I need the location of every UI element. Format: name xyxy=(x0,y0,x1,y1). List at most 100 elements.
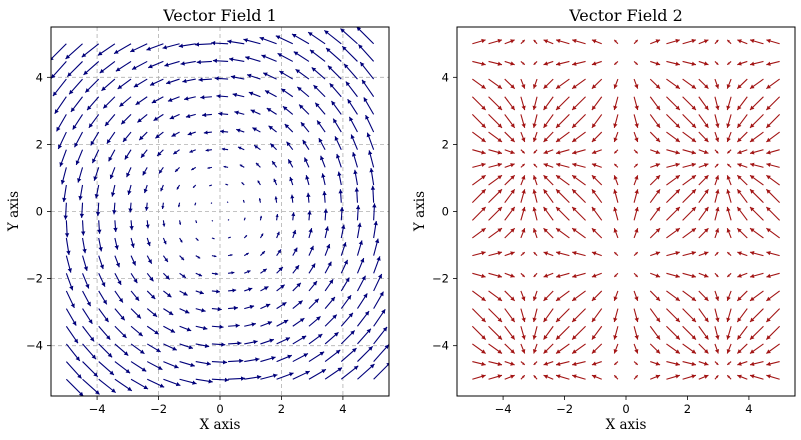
vector-arrow xyxy=(292,247,298,256)
vector-arrow xyxy=(210,202,213,204)
vector-arrow xyxy=(749,96,764,111)
vector-arrow xyxy=(358,44,375,62)
vector-arrow xyxy=(232,92,245,98)
vector-arrow xyxy=(591,78,603,90)
vector-arrow xyxy=(682,162,697,168)
x-ticks: −4 −2 0 2 4 xyxy=(495,396,753,416)
vector-arrow xyxy=(736,325,748,340)
vector-arrow xyxy=(51,61,67,79)
vector-arrow xyxy=(340,242,347,256)
vector-arrow xyxy=(289,176,294,186)
vector-arrow xyxy=(504,96,516,111)
vector-arrow xyxy=(591,96,603,111)
vector-arrow xyxy=(114,273,122,286)
vector-arrow xyxy=(366,132,375,150)
x-axis-label: X axis xyxy=(200,417,241,433)
vector-arrow xyxy=(306,192,311,203)
vector-arrow xyxy=(292,353,309,363)
vector-arrow xyxy=(211,342,226,347)
vector-arrow xyxy=(572,60,586,66)
vector-arrow xyxy=(543,325,554,340)
vector-arrow xyxy=(146,255,153,264)
vector-arrow xyxy=(135,96,148,106)
vector-arrow xyxy=(543,60,554,66)
y-tick-label: 0 xyxy=(36,205,43,219)
vector-arrow xyxy=(146,378,165,388)
vector-arrow xyxy=(726,206,732,221)
vector-arrow xyxy=(736,96,748,111)
vector-arrow xyxy=(246,73,261,80)
vector-arrow xyxy=(633,343,639,354)
vector-arrow xyxy=(243,252,250,257)
vector-arrow xyxy=(682,38,697,45)
vector-arrow xyxy=(682,290,697,302)
vector-arrow xyxy=(211,289,221,294)
vector-arrow xyxy=(275,35,294,45)
vector-arrow xyxy=(698,361,709,366)
vector-arrow xyxy=(613,61,619,66)
vector-arrow xyxy=(649,78,661,90)
vector-arrow xyxy=(520,114,526,128)
vector-arrow xyxy=(555,374,570,380)
vector-arrow xyxy=(726,131,732,143)
vector-arrow xyxy=(324,349,341,363)
vector-arrow xyxy=(749,114,764,129)
vector-arrow xyxy=(91,149,100,164)
vector-arrow xyxy=(488,114,503,129)
vector-arrow xyxy=(543,174,554,186)
vector-arrow xyxy=(65,43,83,60)
vector-arrow xyxy=(291,33,310,45)
vector-arrow xyxy=(162,220,166,227)
vector-arrow xyxy=(340,28,358,45)
vector-arrow xyxy=(131,60,148,70)
vector-arrow xyxy=(130,290,140,302)
vector-arrow xyxy=(698,96,709,111)
vector-arrow xyxy=(276,319,289,327)
vector-arrow xyxy=(264,90,277,98)
vector-arrow xyxy=(520,78,526,89)
vector-arrow xyxy=(726,78,732,89)
panel-vector-field-1: Vector Field 1 −4 −2 0 2 4 −4 −2 0 2 4 X axis Y … xyxy=(6,6,390,433)
vector-arrow xyxy=(698,325,709,340)
vector-arrow xyxy=(195,378,213,384)
vector-arrow xyxy=(714,374,719,380)
vector-arrow xyxy=(666,251,680,257)
vector-arrow xyxy=(203,130,212,135)
vector-arrow xyxy=(78,184,84,201)
vector-arrow xyxy=(571,343,586,354)
vector-arrow xyxy=(766,251,780,257)
vector-arrow xyxy=(340,224,346,239)
vector-arrow xyxy=(211,377,229,383)
vector-arrow xyxy=(357,293,368,309)
vector-arrow xyxy=(726,251,732,257)
vector-arrow xyxy=(179,272,187,279)
vector-arrow xyxy=(324,279,334,292)
vector-arrow xyxy=(146,325,160,335)
vector-arrow xyxy=(555,174,570,186)
vector-arrow xyxy=(355,205,361,221)
vector-arrow xyxy=(82,273,90,289)
vector-arrow xyxy=(348,116,358,133)
vector-arrow xyxy=(488,60,503,66)
vector-arrow xyxy=(533,272,538,278)
vector-arrow xyxy=(228,358,244,364)
vector-arrow xyxy=(766,78,780,90)
vector-arrow xyxy=(292,335,307,345)
vector-arrow xyxy=(114,378,133,392)
vector-arrow xyxy=(163,378,181,387)
vector-arrow xyxy=(163,290,172,298)
vector-arrow xyxy=(52,78,67,97)
x-ticks: −4 −2 0 2 4 xyxy=(89,396,347,416)
vector-arrow xyxy=(633,96,639,111)
vector-arrow xyxy=(63,202,68,220)
vector-arrow xyxy=(255,162,261,168)
vector-arrow xyxy=(94,184,100,199)
vector-arrow xyxy=(218,111,229,117)
vector-arrow xyxy=(737,163,748,168)
vector-arrow xyxy=(726,114,732,128)
vector-arrow xyxy=(666,78,681,90)
vector-arrow xyxy=(736,308,748,323)
vector-arrow xyxy=(714,206,720,221)
vector-arrow xyxy=(650,251,661,257)
vector-arrow xyxy=(119,96,132,107)
